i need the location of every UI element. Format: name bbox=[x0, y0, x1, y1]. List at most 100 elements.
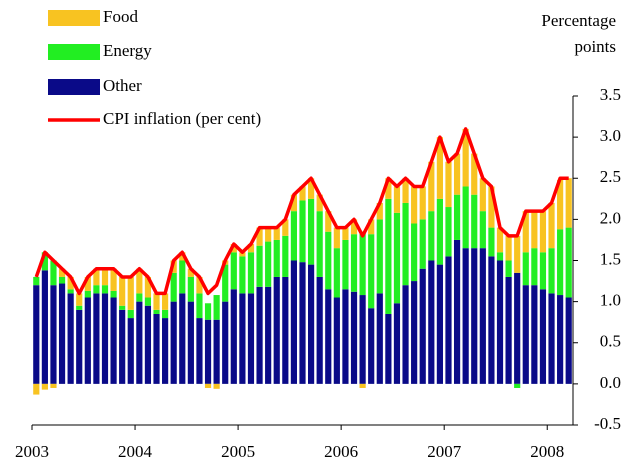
bar-segment bbox=[565, 297, 572, 384]
legend-swatch bbox=[48, 10, 100, 26]
bar-segment bbox=[247, 293, 255, 384]
bar-segment bbox=[239, 252, 246, 257]
bar-segment bbox=[522, 211, 529, 253]
bar-segment bbox=[428, 260, 435, 384]
bar-segment bbox=[196, 276, 203, 294]
bar-segment bbox=[488, 256, 495, 384]
bar-segment bbox=[514, 272, 521, 384]
bar-segment bbox=[282, 276, 289, 384]
bar-segment bbox=[471, 194, 478, 249]
bar-segment bbox=[58, 283, 66, 384]
bar-segment bbox=[247, 252, 255, 294]
y-tick-label: 3.0 bbox=[600, 126, 621, 145]
bar-segment bbox=[50, 285, 57, 384]
bar-segment bbox=[393, 212, 401, 304]
bar-segment bbox=[222, 264, 229, 302]
bar-segment bbox=[136, 301, 143, 384]
bar-segment bbox=[239, 256, 246, 294]
bar-segment bbox=[462, 128, 469, 187]
bar-segment bbox=[419, 268, 426, 384]
bar-segment bbox=[213, 319, 220, 384]
bar-segment bbox=[162, 309, 169, 319]
bar-segment bbox=[539, 211, 547, 253]
bar-segment bbox=[453, 194, 461, 240]
bar-segment bbox=[144, 276, 152, 298]
x-tick-label: 2003 bbox=[15, 442, 49, 461]
bar-segment bbox=[453, 239, 461, 384]
bar-segment bbox=[539, 252, 547, 290]
y-tick-label: 2.5 bbox=[600, 167, 621, 186]
bar-segment bbox=[50, 383, 57, 388]
bar-segment bbox=[204, 383, 212, 388]
bar-segment bbox=[479, 211, 486, 249]
bar-segment bbox=[93, 268, 100, 286]
bar-segment bbox=[531, 285, 538, 384]
bar-segment bbox=[230, 244, 237, 253]
bar-segment bbox=[265, 227, 272, 242]
bar-segment bbox=[557, 229, 564, 296]
bar-segment bbox=[479, 248, 486, 384]
legend-label: Other bbox=[103, 76, 142, 95]
bar-segment bbox=[76, 309, 83, 384]
bar-segment bbox=[67, 289, 74, 294]
bar-segment bbox=[307, 264, 315, 384]
bar-segment bbox=[187, 268, 194, 277]
y-tick-label: 3.5 bbox=[600, 85, 621, 104]
y-tick-label: 1.5 bbox=[600, 249, 621, 268]
bar-segment bbox=[110, 297, 117, 384]
bar-segment bbox=[41, 270, 48, 384]
bar-segment bbox=[179, 293, 186, 384]
bar-segment bbox=[204, 303, 212, 320]
bar-segment bbox=[411, 281, 418, 384]
bar-segment bbox=[170, 272, 177, 302]
bar-segment bbox=[411, 186, 418, 224]
bar-segment bbox=[505, 235, 512, 261]
bar-segment bbox=[402, 202, 409, 286]
bar-segment bbox=[282, 235, 289, 277]
bar-segment bbox=[119, 309, 126, 384]
bar-segment bbox=[531, 211, 538, 249]
bar-segment bbox=[307, 198, 315, 265]
bar-segment bbox=[402, 178, 409, 203]
x-tick-label: 2005 bbox=[221, 442, 255, 461]
bar-segment bbox=[50, 260, 57, 286]
bar-segment bbox=[290, 211, 298, 261]
bar-segment bbox=[350, 234, 358, 292]
bar-segment bbox=[548, 293, 555, 384]
bar-segment bbox=[76, 305, 83, 310]
bar-segment bbox=[93, 285, 100, 294]
bar-segment bbox=[230, 289, 237, 384]
bar-segment bbox=[110, 268, 117, 291]
bar-segment bbox=[462, 248, 469, 384]
bar-segment bbox=[127, 318, 134, 384]
bar-segment bbox=[33, 285, 40, 384]
bar-segment bbox=[273, 239, 280, 277]
bar-segment bbox=[368, 308, 375, 384]
bar-segment bbox=[41, 252, 48, 271]
legend-label: Energy bbox=[103, 41, 152, 60]
bar-segment bbox=[101, 268, 109, 286]
bar-segment bbox=[67, 293, 74, 384]
bar-segment bbox=[76, 293, 83, 306]
bar-segment bbox=[84, 276, 91, 291]
bar-segment bbox=[393, 303, 401, 384]
bar-segment bbox=[196, 293, 203, 319]
bar-segment bbox=[496, 252, 504, 261]
bar-segment bbox=[376, 219, 383, 294]
bar-segment bbox=[153, 309, 160, 314]
bar-segment bbox=[136, 293, 143, 302]
bar-segment bbox=[299, 262, 306, 384]
bar-segment bbox=[213, 383, 220, 389]
bar-segment bbox=[419, 219, 426, 269]
y-tick-label: 0.5 bbox=[600, 332, 621, 351]
bar-segment bbox=[488, 186, 495, 228]
bar-segment bbox=[316, 276, 323, 384]
legend-swatch bbox=[48, 44, 100, 60]
bar-segment bbox=[110, 290, 117, 298]
bar-segment bbox=[531, 248, 538, 286]
bar-segment bbox=[471, 153, 478, 195]
bar-segment bbox=[428, 211, 435, 261]
bar-segment bbox=[256, 245, 263, 287]
bar-segment bbox=[316, 211, 323, 277]
